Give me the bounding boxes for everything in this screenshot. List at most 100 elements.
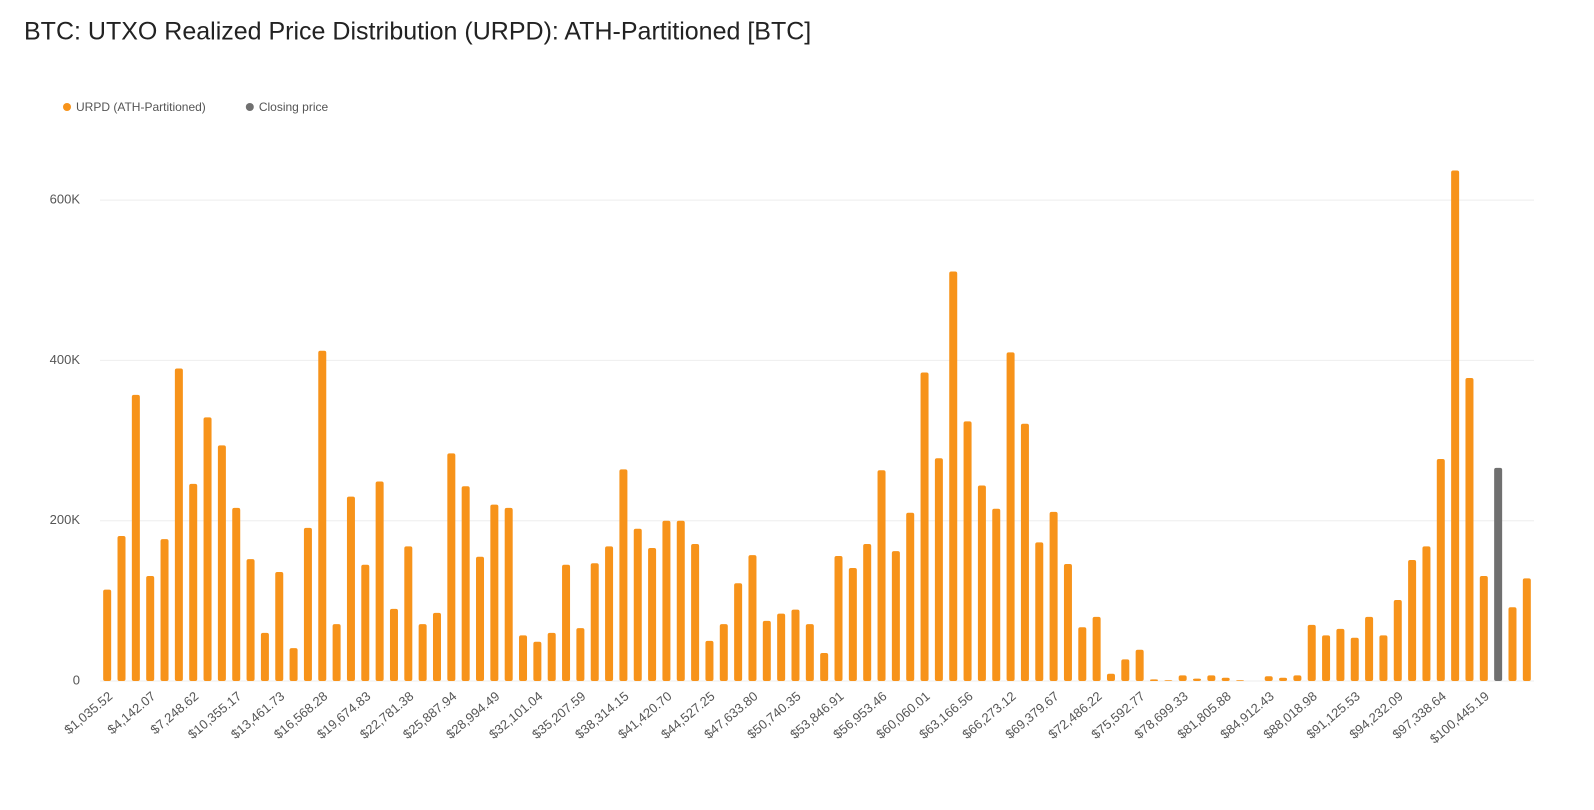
bar (1422, 546, 1431, 681)
y-tick-label: 200K (50, 512, 81, 527)
bar (590, 563, 599, 681)
bar (103, 589, 112, 681)
bar (361, 564, 370, 681)
bar (605, 546, 614, 681)
bar (1221, 677, 1230, 681)
bar (648, 547, 657, 681)
legend-marker (245, 103, 254, 111)
bar (920, 372, 929, 681)
bar (992, 508, 1001, 681)
bar (1508, 607, 1517, 681)
bar (1049, 511, 1058, 681)
bar (1092, 616, 1101, 681)
bar (275, 572, 284, 681)
bar (777, 613, 786, 681)
bar (318, 350, 327, 681)
bar (877, 470, 886, 681)
bar (576, 628, 585, 681)
bar (691, 543, 700, 681)
bar (906, 512, 915, 681)
bar (1379, 635, 1388, 681)
bar (1279, 677, 1288, 681)
bar (1006, 352, 1015, 681)
bar (189, 483, 198, 681)
bar (1365, 616, 1374, 681)
bar (705, 640, 714, 681)
chart-title: BTC: UTXO Realized Price Distribution (U… (24, 18, 811, 46)
bar (332, 624, 341, 681)
bar (1020, 423, 1029, 681)
bar (1135, 649, 1144, 681)
bar (1522, 578, 1531, 681)
bar (490, 504, 499, 681)
bar (719, 624, 728, 681)
bar (805, 624, 814, 681)
bar (519, 635, 528, 681)
bar (432, 612, 441, 681)
bar (1451, 170, 1460, 682)
bar (504, 507, 513, 681)
bar (676, 520, 685, 681)
bar (1307, 624, 1316, 681)
bar (1063, 563, 1072, 681)
bar (375, 481, 384, 681)
bar (160, 539, 169, 681)
bar (303, 527, 312, 681)
y-tick-label: 0 (73, 672, 80, 687)
bar (1121, 659, 1130, 681)
bar (934, 458, 943, 681)
bar (1178, 675, 1187, 681)
bar (762, 620, 771, 681)
bar (1236, 680, 1245, 681)
bar (174, 368, 183, 681)
bar (977, 485, 986, 681)
bar (260, 632, 269, 681)
bar (662, 520, 671, 681)
bar (1336, 628, 1345, 681)
bar (1264, 676, 1273, 681)
bar (117, 535, 126, 681)
bar (1408, 559, 1417, 681)
bar (289, 648, 298, 681)
bar (1149, 679, 1158, 681)
bar (863, 543, 872, 681)
bar (146, 576, 155, 681)
bar (834, 555, 843, 681)
bar (1193, 678, 1202, 681)
bar (447, 453, 456, 681)
bar (1436, 459, 1445, 681)
legend-label: Closing price (259, 100, 329, 114)
legend-label: URPD (ATH-Partitioned) (76, 100, 206, 114)
bar (1350, 637, 1359, 681)
bar (533, 641, 542, 681)
bar (418, 624, 427, 681)
bar (748, 555, 757, 681)
bar (1035, 542, 1044, 681)
bar (633, 528, 642, 681)
bar (963, 421, 972, 681)
bar (734, 583, 743, 681)
legend-marker (63, 103, 71, 111)
bar (891, 551, 900, 681)
bar (1393, 600, 1402, 681)
bar (246, 559, 255, 681)
bar (476, 556, 485, 681)
bar (1494, 467, 1503, 681)
bar (232, 507, 241, 681)
y-tick-label: 600K (50, 192, 81, 207)
bar (131, 394, 140, 681)
bar (203, 417, 212, 681)
bar (404, 546, 413, 681)
bar (1293, 675, 1302, 681)
bar (848, 567, 857, 681)
bar (791, 609, 800, 681)
bar (547, 632, 556, 681)
bar (389, 608, 398, 681)
bar (1465, 378, 1474, 681)
bar (1164, 680, 1173, 681)
bar (1207, 675, 1216, 681)
bar (461, 486, 470, 681)
bar (562, 564, 571, 681)
